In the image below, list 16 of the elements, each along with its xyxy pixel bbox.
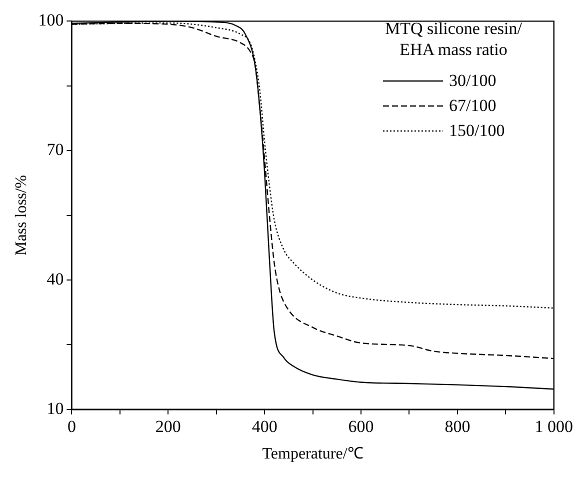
x-tick-label: 400 [252, 417, 278, 436]
legend-label: 150/100 [449, 120, 505, 141]
y-tick-label: 40 [46, 269, 64, 288]
x-tick-label: 1 000 [534, 417, 573, 436]
x-tick-label: 200 [155, 417, 181, 436]
x-tick-label: 800 [444, 417, 470, 436]
y-tick-label: 10 [46, 398, 64, 418]
x-tick-label: 0 [67, 417, 76, 436]
x-tick-label: 600 [348, 417, 374, 436]
y-axis-title: Mass loss/% [12, 175, 30, 256]
y-tick-label: 70 [46, 140, 64, 160]
legend-label: 67/100 [449, 95, 496, 116]
y-tick-label: 100 [38, 10, 64, 30]
x-axis-title: Temperature/℃ [262, 446, 364, 463]
legend-label: 30/100 [449, 70, 496, 91]
legend-title: MTQ silicone resin/ EHA mass ratio [384, 18, 523, 60]
